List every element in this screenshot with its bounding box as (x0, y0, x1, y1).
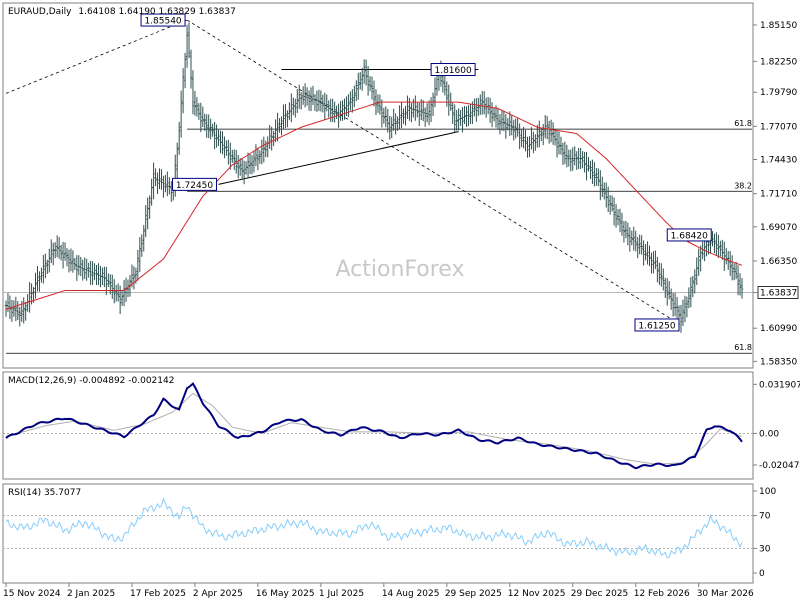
macd-chart (3, 382, 753, 470)
y-tick-label: 1.63837 (760, 288, 797, 298)
rsi-chart (3, 497, 753, 559)
x-tick-label: 12 Nov 2025 (508, 589, 566, 599)
moving-average (5, 101, 743, 310)
trendline-dashed-up (5, 19, 188, 94)
y-tick-label: 1.58350 (760, 357, 797, 367)
y-tick-label: 1.69070 (760, 223, 797, 233)
last-price-box (757, 286, 799, 299)
price-label-box (666, 228, 712, 242)
x-tick-label: 30 Mar 2026 (697, 589, 754, 599)
macd-y-tick-label: 0.00 (759, 429, 779, 439)
y-tick-label: 1.60990 (760, 324, 797, 334)
x-axis: 15 Nov 2024 2 Jan 2025 17 Feb 2025 2 Apr 20… (3, 583, 754, 599)
price-label: 1.61250 (638, 321, 675, 331)
rsi-y-tick-label: 70 (759, 512, 771, 522)
x-tick-label: 12 Feb 2026 (634, 589, 690, 599)
trendline-dashed-down (186, 19, 682, 326)
x-tick-label: 29 Dec 2025 (571, 589, 629, 599)
x-tick-label: 1 Jul 2025 (319, 589, 364, 599)
macd-title: MACD(12,26,9) -0.004892 -0.002142 (8, 376, 174, 386)
main-y-axis: 1.85150 1.82250 1.79790 1.77070 1.74430 1.717… (753, 21, 799, 367)
y-tick-label: 1.66350 (760, 257, 797, 267)
watermark: ActionForex (336, 257, 465, 282)
macd-y-tick-label: -0.020479 (759, 461, 800, 471)
rsi-panel[interactable] (2, 483, 754, 584)
y-tick-label: 1.77070 (760, 122, 797, 132)
trendlines (5, 19, 682, 326)
x-tick-label: 16 May 2025 (256, 589, 315, 599)
price-label: 1.85540 (144, 17, 181, 27)
price-bars (4, 22, 744, 333)
x-tick-label: 14 Aug 2025 (382, 589, 440, 599)
moving-average-line (5, 101, 743, 310)
rsi-title: RSI(14) 35.7077 (8, 488, 81, 498)
price-label-box (634, 318, 680, 332)
x-tick-label: 29 Sep 2025 (445, 589, 502, 599)
price-label-box (430, 63, 476, 77)
macd-y-tick-label: 0.031907 (759, 380, 800, 390)
symbol-timeframe: EURAUD,Daily (8, 7, 72, 17)
ohlc-values: 1.64108 1.64190 1.63829 1.63837 (78, 7, 235, 17)
price-label-box (172, 177, 218, 191)
y-tick-label: 1.71710 (760, 190, 797, 200)
chart-title: EURAUD,Daily 1.64108 1.64190 1.63829 1.6… (8, 7, 236, 17)
support-trendline (218, 131, 459, 185)
x-tick-label: 15 Nov 2024 (3, 589, 61, 599)
rsi-y-tick-label: 100 (759, 487, 776, 497)
fib-level-label: 61.8 (734, 119, 752, 128)
macd-line (5, 382, 743, 470)
rsi-line (5, 497, 743, 559)
x-tick-label: 2 Jan 2025 (67, 589, 115, 599)
y-tick-label: 1.85150 (760, 21, 797, 31)
macd-signal-line (5, 392, 743, 465)
rsi-y-axis: 100 70 30 0 (753, 487, 776, 579)
fib-level-label: 61.8 (734, 343, 752, 352)
price-label: 1.68420 (671, 231, 708, 241)
y-tick-label: 1.79790 (760, 88, 797, 98)
rsi-y-tick-label: 0 (759, 569, 765, 579)
price-label: 1.81600 (434, 66, 471, 76)
price-label-box (140, 13, 186, 27)
rsi-y-tick-label: 30 (759, 544, 771, 554)
x-tick-label: 17 Feb 2025 (130, 589, 186, 599)
price-labels: 1.85540 1.81600 1.72450 1.68420 1.61250 (140, 13, 712, 332)
macd-panel[interactable] (2, 371, 754, 480)
price-label: 1.72450 (176, 181, 213, 191)
y-tick-label: 1.82250 (760, 57, 797, 67)
x-tick-label: 2 Apr 2025 (193, 589, 243, 599)
y-tick-label: 1.74430 (760, 156, 797, 166)
macd-y-axis: 0.031907 0.00 -0.020479 (753, 380, 800, 471)
main-panel[interactable] (2, 2, 754, 369)
fib-level-label: 38.2 (734, 181, 752, 190)
